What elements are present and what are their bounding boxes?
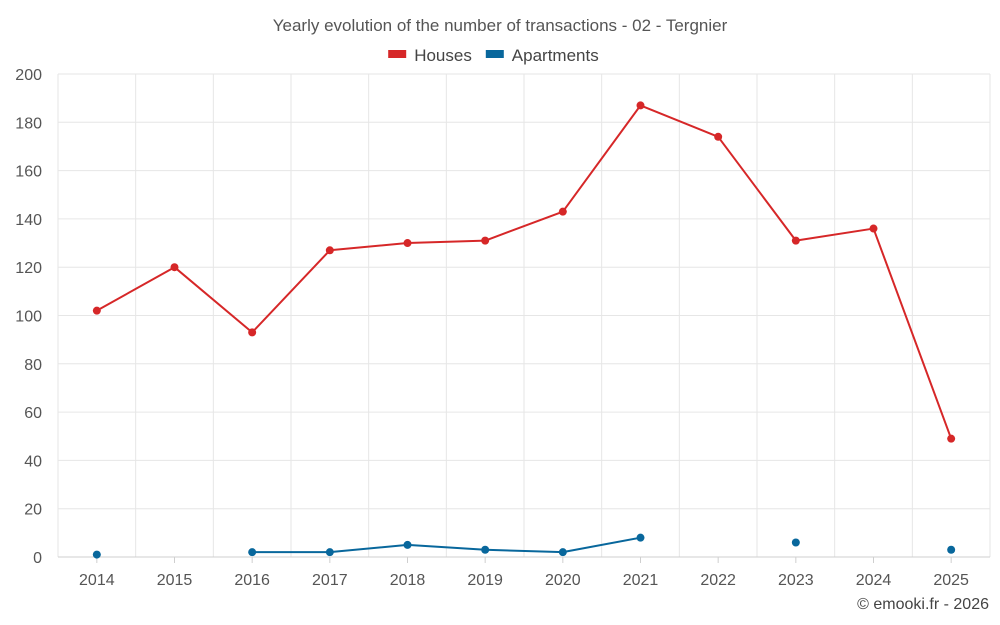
data-point-houses[interactable]	[714, 132, 723, 141]
data-point-apartments[interactable]	[248, 548, 257, 557]
y-tick-label: 120	[15, 260, 42, 277]
x-tick-label: 2020	[545, 572, 581, 589]
y-tick-label: 100	[15, 309, 42, 326]
x-tick-label: 2017	[312, 572, 348, 589]
data-point-houses[interactable]	[869, 224, 878, 233]
chart-title: Yearly evolution of the number of transa…	[273, 16, 728, 35]
data-point-houses[interactable]	[791, 236, 800, 245]
x-tick-label: 2019	[467, 572, 503, 589]
x-tick-label: 2015	[157, 572, 193, 589]
y-axis: 0 20 40 60 80 100 120 140 160 180 200	[15, 67, 42, 567]
data-point-houses[interactable]	[558, 207, 567, 216]
grid	[57, 73, 991, 558]
x-tick-label: 2025	[933, 572, 969, 589]
series-line-apartments	[252, 536, 641, 554]
x-tick-label: 2023	[778, 572, 814, 589]
legend-swatch	[485, 50, 504, 58]
data-point-apartments[interactable]	[636, 533, 645, 542]
legend-item-apartments[interactable]: Apartments	[485, 46, 599, 65]
x-tick-label: 2022	[700, 572, 736, 589]
y-tick-label: 140	[15, 212, 42, 229]
y-tick-label: 60	[24, 405, 42, 422]
y-tick-label: 40	[24, 453, 42, 470]
credit-text: © emooki.fr - 2026	[857, 596, 989, 613]
x-tick-label: 2024	[856, 572, 892, 589]
y-tick-label: 180	[15, 115, 42, 132]
data-point-houses[interactable]	[248, 328, 257, 337]
legend: Houses Apartments	[388, 46, 599, 65]
data-point-apartments[interactable]	[791, 538, 800, 547]
data-point-houses[interactable]	[403, 239, 412, 248]
x-tick-label: 2014	[79, 572, 115, 589]
legend-label: Houses	[414, 46, 472, 65]
data-point-apartments[interactable]	[403, 540, 412, 549]
series-layer	[92, 101, 956, 559]
series-houses	[92, 101, 956, 443]
data-point-houses[interactable]	[636, 101, 645, 110]
legend-label: Apartments	[512, 46, 599, 65]
series-apartments	[92, 533, 956, 559]
x-tick-label: 2021	[623, 572, 659, 589]
data-point-apartments[interactable]	[481, 545, 490, 554]
data-point-houses[interactable]	[170, 263, 179, 272]
data-point-houses[interactable]	[92, 306, 101, 315]
y-tick-label: 160	[15, 164, 42, 181]
y-tick-label: 20	[24, 502, 42, 519]
data-point-apartments[interactable]	[92, 550, 101, 559]
y-tick-label: 0	[33, 550, 42, 567]
data-point-apartments[interactable]	[325, 548, 334, 557]
x-tick-label: 2016	[234, 572, 270, 589]
data-point-apartments[interactable]	[947, 545, 956, 554]
data-point-houses[interactable]	[481, 236, 490, 245]
y-tick-label: 80	[24, 357, 42, 374]
data-point-houses[interactable]	[947, 434, 956, 443]
legend-swatch	[388, 50, 407, 58]
series-line-houses	[96, 104, 953, 440]
data-point-houses[interactable]	[325, 246, 334, 255]
y-tick-label: 200	[15, 67, 42, 84]
legend-item-houses[interactable]: Houses	[388, 46, 472, 65]
x-axis: 2014 2015 2016 2017 2018 2019 2020 2021 2022 2023…	[58, 556, 990, 589]
data-point-apartments[interactable]	[558, 548, 567, 557]
x-tick-label: 2018	[390, 572, 426, 589]
